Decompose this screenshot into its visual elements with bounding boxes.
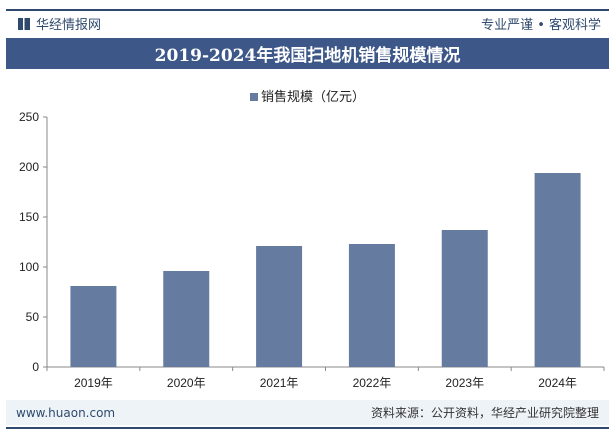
bar-2024年	[534, 173, 581, 367]
legend: 销售规模（亿元）	[0, 86, 615, 105]
x-tick-label: 2023年	[445, 376, 484, 390]
brand-name: 华经情报网	[36, 18, 102, 33]
bar-2022年	[348, 244, 395, 367]
brand-logo-icon	[18, 17, 30, 30]
y-tick-label: 0	[32, 360, 39, 374]
footer-source: 资料来源：公开资料，华经产业研究院整理	[370, 406, 599, 420]
footer: www.huaon.com 资料来源：公开资料，华经产业研究院整理	[6, 400, 609, 425]
bar-2020年	[163, 271, 210, 367]
top-rule	[6, 9, 609, 11]
x-tick-label: 2024年	[538, 376, 577, 390]
chart-title: 2019-2024年我国扫地机销售规模情况	[6, 38, 609, 69]
y-tick-label: 250	[19, 110, 39, 124]
y-tick-label: 100	[19, 260, 39, 274]
brand: 华经情报网	[18, 14, 101, 33]
slogan: 专业严谨 • 客观科学	[481, 18, 601, 33]
y-tick-label: 50	[26, 310, 40, 324]
x-tick-label: 2022年	[353, 376, 392, 390]
bar-2019年	[70, 286, 117, 367]
footer-url[interactable]: www.huaon.com	[16, 405, 116, 420]
x-tick-label: 2020年	[167, 376, 206, 390]
bottom-rule	[6, 427, 609, 429]
x-tick-label: 2021年	[260, 376, 299, 390]
x-tick-label: 2019年	[74, 376, 113, 390]
bar-2023年	[441, 230, 488, 367]
legend-label: 销售规模（亿元）	[260, 90, 365, 105]
y-tick-label: 150	[19, 210, 39, 224]
y-tick-label: 200	[19, 160, 39, 174]
legend-swatch	[249, 93, 258, 101]
bar-2021年	[256, 246, 303, 367]
